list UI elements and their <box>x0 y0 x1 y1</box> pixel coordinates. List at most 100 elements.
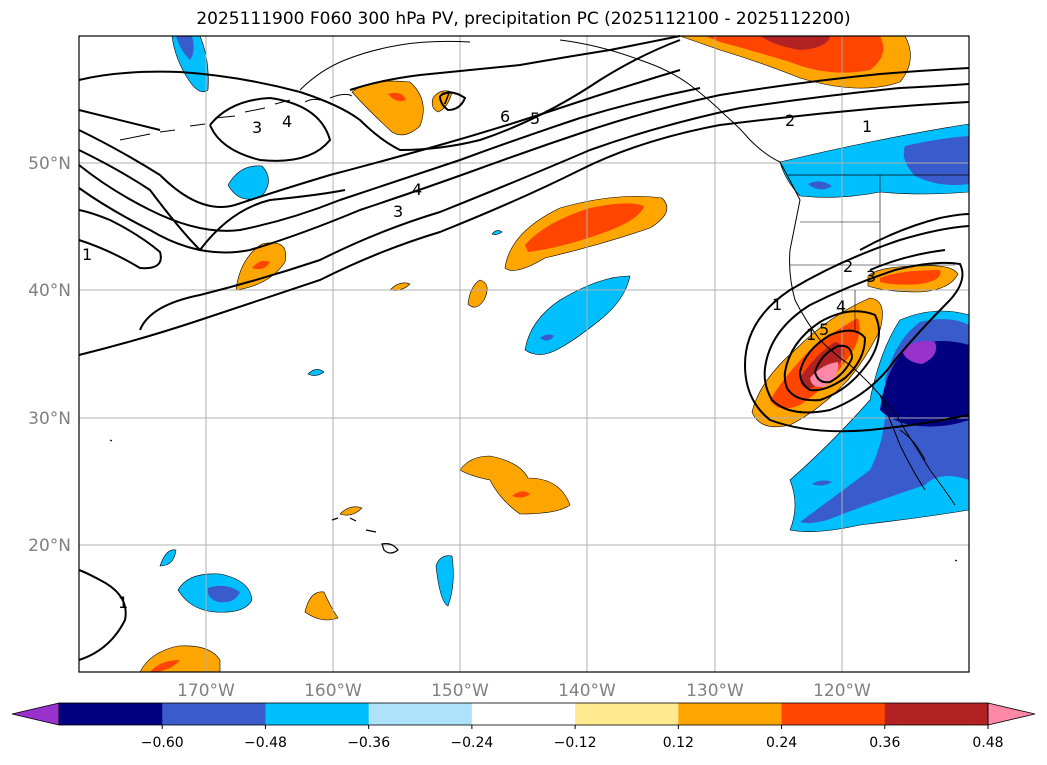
contour-cutoff-5 <box>814 344 854 384</box>
precip-negative-west <box>227 165 269 200</box>
colorbar: −0.60 −0.48 −0.36 −0.24 −0.12 0.12 0.24 0.36 0.4… <box>11 702 1036 751</box>
contour-label: 3 <box>393 202 403 221</box>
precip-positive-small-2 <box>467 279 488 308</box>
lon-label-170w: 170°W <box>177 681 235 701</box>
gridlines <box>79 36 969 672</box>
contour-north-rim <box>859 213 970 271</box>
contour-band-7 <box>78 39 681 152</box>
contour-label: 4 <box>412 180 422 199</box>
lat-label-30n: 30°N <box>28 409 71 429</box>
precip-negative-south-mid <box>435 555 454 607</box>
colorbar-bin <box>781 703 886 725</box>
coastline-small-islands <box>109 439 958 562</box>
precip-positive-alaska-core <box>388 92 406 102</box>
contour-label: 2 <box>785 111 795 130</box>
contour-label: 1 <box>118 593 128 612</box>
lat-label-20n: 20°N <box>28 536 71 556</box>
contour-cutoff-1 <box>744 225 970 433</box>
colorbar-bin <box>678 703 783 725</box>
colorbar-bin <box>162 703 266 725</box>
lat-labels: 50°N 40°N 30°N 20°N <box>28 154 71 556</box>
coastlines <box>109 39 969 562</box>
pv-contours <box>78 35 970 661</box>
precip-negative-aleutian-core <box>176 36 194 60</box>
precip-negative-small-1 <box>307 369 325 376</box>
colorbar-frame <box>58 702 989 726</box>
contour-band-3 <box>78 67 970 254</box>
precip-negative-small-3 <box>491 230 503 235</box>
lon-label-150w: 150°W <box>431 681 489 701</box>
contour-band-4 <box>78 87 701 232</box>
contour-band-8 <box>349 35 681 91</box>
colorbar-bin <box>884 703 989 725</box>
contour-label: 5 <box>819 320 829 339</box>
colorbar-tick-label: 0.48 <box>972 735 1003 751</box>
colorbar-bin <box>265 703 370 725</box>
colorbar-bin <box>59 703 163 725</box>
precip-positive-alaska <box>351 80 424 136</box>
contour-closed-7 <box>439 91 467 112</box>
contour-labels: 3 4 7 6 5 2 1 4 3 1 1 2 3 1 4 5 1 <box>82 89 876 612</box>
lon-label-120w: 120°W <box>813 681 871 701</box>
contour-band-1 <box>78 101 970 356</box>
precip-negative-central-core <box>540 334 554 341</box>
contour-label: 1 <box>862 117 872 136</box>
colorbar-tick-label: 0.12 <box>663 735 694 751</box>
contour-label: 1 <box>806 325 816 344</box>
colorbar-bin <box>368 703 473 725</box>
precip-negative-southwest-min <box>902 341 937 364</box>
lon-labels: 170°W 160°W 150°W 140°W 130°W 120°W <box>177 681 871 701</box>
coastline-aleutians <box>119 99 291 141</box>
precip-negative-southwest-core <box>880 341 969 427</box>
contour-cutoff-3 <box>783 310 880 402</box>
contour-1-west <box>78 209 162 270</box>
precip-positive-hawaii <box>459 455 571 515</box>
contour-label: 3 <box>866 267 876 286</box>
colorbar-extend-max <box>987 702 1036 726</box>
map-frame <box>78 35 970 673</box>
precip-positive-hawaii-small <box>339 506 363 516</box>
contour-label: 1 <box>82 245 92 264</box>
precip-positive-central-core <box>525 203 644 252</box>
precip-positive-great-basin-core <box>880 270 941 285</box>
map-title: 2025111900 F060 300 hPa PV, precipitatio… <box>196 9 851 29</box>
colorbar-tick-label: 0.36 <box>869 735 900 751</box>
colorbar-bin <box>471 703 576 725</box>
contour-label: 6 <box>500 107 510 126</box>
precip-negative-small-2 <box>159 549 177 567</box>
contour-label: 1 <box>772 295 782 314</box>
coastline-bc-alaska-panhandle <box>559 39 781 163</box>
contour-label: 4 <box>836 297 846 316</box>
precip-positive-south-2-core <box>150 660 180 672</box>
contour-label: 3 <box>252 118 262 137</box>
colorbar-tick-label: 0.24 <box>766 735 797 751</box>
contour-label: 4 <box>282 112 292 131</box>
contour-label: 5 <box>530 109 540 128</box>
colorbar-tick-label: −0.48 <box>244 735 287 751</box>
lon-label-140w: 140°W <box>558 681 616 701</box>
lon-label-160w: 160°W <box>304 681 362 701</box>
precip-positive-west-1-core <box>252 260 270 270</box>
coastline-baja <box>879 394 926 491</box>
colorbar-tick-label: −0.36 <box>347 735 390 751</box>
contour-south-west <box>78 569 127 661</box>
lat-label-40n: 40°N <box>28 281 71 301</box>
coastline-alaska <box>299 40 471 103</box>
contour-cutoff-4 <box>799 329 867 392</box>
precip-positive-north-core <box>705 36 884 73</box>
map-panel: 3 4 7 6 5 2 1 4 3 1 1 2 3 1 4 5 1 <box>78 35 970 673</box>
precip-negative-northwest-core <box>903 136 969 185</box>
lon-label-130w: 130°W <box>686 681 744 701</box>
precip-negative-south-west-core <box>207 585 240 603</box>
colorbar-bin <box>575 703 679 725</box>
colorbar-tick-label: −0.24 <box>450 735 493 751</box>
colorbar-ticks: −0.60 −0.48 −0.36 −0.24 −0.12 0.12 0.24 0.36 0.4… <box>141 725 1004 751</box>
precip-positive-hawaii-core <box>512 491 530 498</box>
contour-cutoff-2 <box>763 261 964 414</box>
colorbar-bins <box>59 703 989 725</box>
contour-label: 2 <box>843 257 853 276</box>
coastline-hawaii <box>331 517 399 554</box>
contour-band-5 <box>78 69 681 208</box>
colorbar-tick-label: −0.60 <box>141 735 184 751</box>
precip-positive-california-max <box>800 342 844 389</box>
